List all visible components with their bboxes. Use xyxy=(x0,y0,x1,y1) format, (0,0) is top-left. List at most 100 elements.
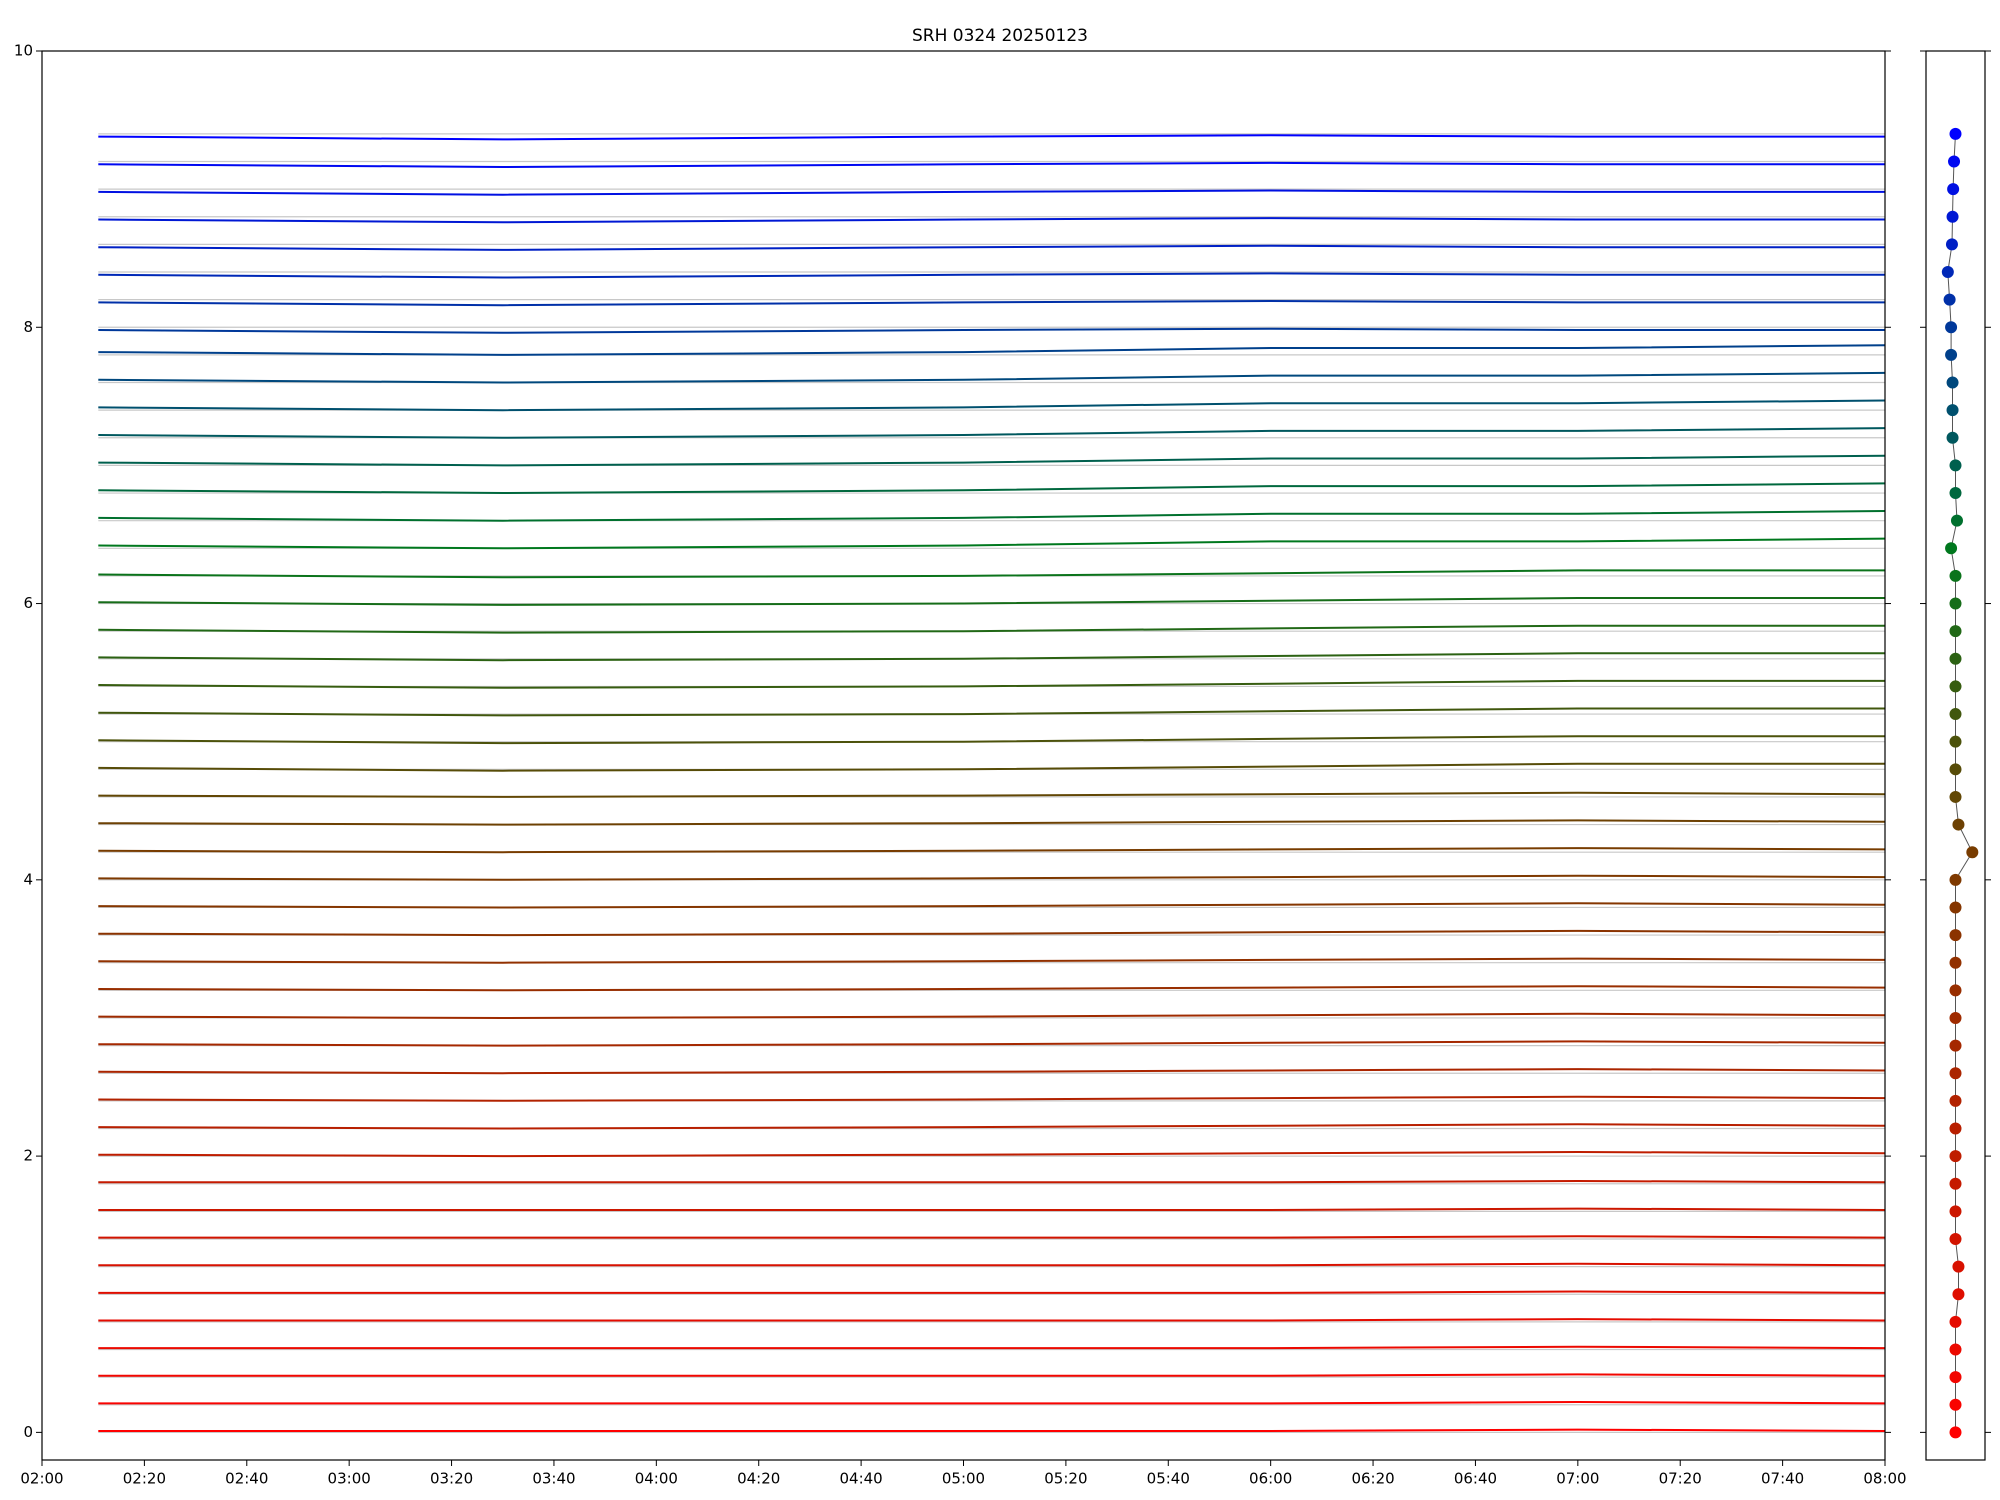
trace xyxy=(98,1150,1886,1158)
x-tick-label: 03:40 xyxy=(532,1470,575,1488)
trace xyxy=(98,652,1885,662)
trace xyxy=(98,1179,1886,1184)
level-dot xyxy=(1949,127,1962,140)
trace xyxy=(98,874,1886,881)
level-dot xyxy=(1949,763,1962,776)
trace xyxy=(98,791,1886,798)
level-dot xyxy=(1952,818,1965,831)
trace xyxy=(98,624,1885,634)
trace xyxy=(98,1428,1886,1432)
level-dot xyxy=(1952,1288,1965,1301)
level-dot xyxy=(1949,1067,1962,1080)
trace xyxy=(98,1318,1886,1322)
level-dot xyxy=(1946,404,1959,417)
x-tick-label: 07:20 xyxy=(1659,1470,1702,1488)
level-dot xyxy=(1949,790,1962,803)
x-tick-label: 08:00 xyxy=(1863,1470,1906,1488)
y-tick-label: 8 xyxy=(23,318,33,336)
x-tick-label: 02:20 xyxy=(123,1470,166,1488)
level-dot xyxy=(1949,1094,1962,1107)
trace xyxy=(98,272,1885,279)
level-dot xyxy=(1949,1122,1962,1135)
trace xyxy=(98,1400,1886,1405)
trace xyxy=(98,762,1885,772)
trace xyxy=(98,902,1886,909)
level-dot xyxy=(1949,901,1962,914)
level-dot xyxy=(1949,1232,1962,1245)
x-tick-label: 06:40 xyxy=(1454,1470,1497,1488)
trace xyxy=(98,957,1886,964)
trace xyxy=(98,299,1885,307)
y-tick-label: 4 xyxy=(23,870,33,888)
x-tick-label: 03:00 xyxy=(328,1470,371,1488)
trace xyxy=(98,327,1885,334)
trace xyxy=(98,985,1886,992)
trace xyxy=(98,344,1886,356)
trace xyxy=(98,707,1885,717)
x-tick-label: 05:00 xyxy=(942,1470,985,1488)
level-dot xyxy=(1949,929,1962,942)
trace xyxy=(98,847,1886,854)
y-tick-label: 0 xyxy=(23,1423,33,1441)
x-tick-label: 07:40 xyxy=(1761,1470,1804,1488)
trace xyxy=(98,134,1885,141)
trace xyxy=(98,371,1886,384)
trace xyxy=(98,482,1886,495)
level-dot xyxy=(1945,321,1958,334)
level-dot xyxy=(1949,1371,1962,1384)
trace xyxy=(98,399,1886,412)
trace xyxy=(98,1235,1886,1239)
x-tick-label: 07:00 xyxy=(1556,1470,1599,1488)
trace xyxy=(98,1290,1886,1294)
x-tick-label: 04:40 xyxy=(839,1470,882,1488)
trace xyxy=(98,1207,1886,1211)
trace xyxy=(98,1012,1886,1020)
level-dot xyxy=(1949,1205,1962,1218)
level-dot xyxy=(1949,708,1962,721)
level-dot xyxy=(1949,680,1962,693)
trace xyxy=(98,1068,1886,1075)
level-dot xyxy=(1949,1426,1962,1439)
trace xyxy=(98,217,1885,224)
panel-frame xyxy=(1925,50,1986,1461)
trace xyxy=(98,161,1885,169)
y-tick-label: 10 xyxy=(14,42,33,60)
level-dot xyxy=(1950,514,1963,527)
trace xyxy=(98,1095,1886,1102)
x-tick-label: 05:40 xyxy=(1147,1470,1190,1488)
level-dot xyxy=(1945,542,1958,555)
level-dot xyxy=(1949,569,1962,582)
level-dot xyxy=(1947,183,1960,196)
trace xyxy=(98,244,1885,251)
trace xyxy=(98,1123,1886,1130)
trace xyxy=(98,597,1885,606)
trace xyxy=(98,510,1886,522)
trace xyxy=(98,819,1886,826)
level-dot xyxy=(1949,1011,1962,1024)
level-dot xyxy=(1949,735,1962,748)
x-tick-label: 04:20 xyxy=(737,1470,780,1488)
level-dot xyxy=(1949,984,1962,997)
trace xyxy=(98,537,1886,550)
level-dot xyxy=(1949,1177,1962,1190)
level-dot xyxy=(1949,459,1962,472)
level-dot xyxy=(1943,293,1956,306)
level-dot xyxy=(1945,348,1958,361)
trace xyxy=(98,1262,1886,1267)
x-tick-label: 02:40 xyxy=(225,1470,268,1488)
trace xyxy=(98,1345,1886,1350)
level-dot xyxy=(1949,1150,1962,1163)
trace xyxy=(98,1373,1886,1377)
trace xyxy=(98,1040,1886,1047)
level-dot xyxy=(1952,1260,1965,1273)
level-dot xyxy=(1941,266,1954,279)
trace xyxy=(98,569,1885,579)
level-dot xyxy=(1945,238,1958,251)
level-dot xyxy=(1949,1398,1962,1411)
trace xyxy=(98,454,1886,467)
chart-title: SRH 0324 20250123 xyxy=(912,26,1088,46)
x-tick-label: 02:00 xyxy=(20,1470,63,1488)
level-dot xyxy=(1949,1315,1962,1328)
